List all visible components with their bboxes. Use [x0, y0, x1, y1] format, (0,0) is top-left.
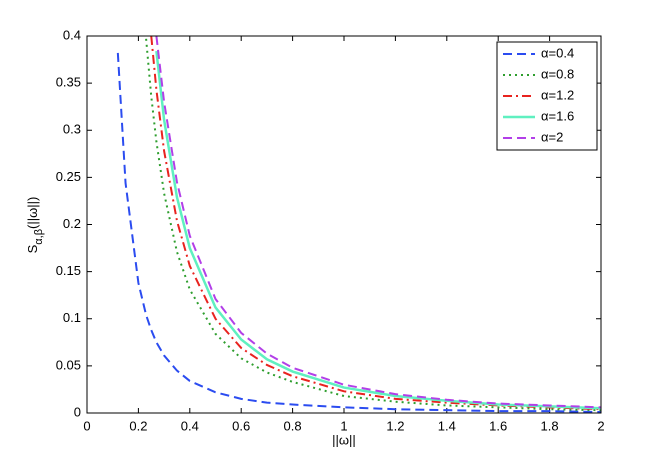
axes-box — [86, 35, 602, 414]
y-tick-label: 0.4 — [63, 27, 81, 42]
y-tick-label: 0.35 — [56, 75, 81, 90]
x-tick-label: 1.2 — [386, 418, 404, 433]
y-axis-label: Sα,β(||ω||) — [25, 197, 44, 254]
series-line — [116, 52, 601, 413]
y-axis-label-text: Sα,β(||ω||) — [25, 197, 44, 254]
legend-box — [496, 41, 598, 151]
y-tick-label: 0.15 — [56, 263, 81, 278]
x-tick-label: 2 — [597, 418, 604, 433]
legend-label: α=2 — [541, 129, 563, 144]
x-tick-label: 0.8 — [284, 418, 302, 433]
x-tick-label: 1.8 — [541, 418, 559, 433]
legend-label: α=1.6 — [541, 108, 574, 123]
x-tick-label: 1 — [340, 418, 347, 433]
y-tick-label: 0.1 — [63, 310, 81, 325]
x-tick-label: 0.6 — [232, 418, 250, 433]
x-tick-label: 0.2 — [129, 418, 147, 433]
y-tick-label: 0.2 — [63, 216, 81, 231]
y-tick-label: 0.05 — [56, 357, 81, 372]
y-tick-label: 0.3 — [63, 122, 81, 137]
y-tick-label: 0 — [74, 404, 81, 419]
x-tick-label: 1.6 — [489, 418, 507, 433]
x-tick-label: 0 — [83, 418, 90, 433]
y-tick-label: 0.25 — [56, 169, 81, 184]
x-tick-label: 0.4 — [181, 418, 199, 433]
legend-label: α=0.8 — [541, 66, 574, 81]
x-axis-label: ||ω|| — [332, 432, 356, 447]
legend-label: α=0.4 — [541, 45, 574, 60]
series-line — [150, 36, 601, 411]
x-tick-label: 1.4 — [438, 418, 456, 433]
legend-label: α=1.2 — [541, 87, 574, 102]
series-line — [155, 36, 601, 409]
